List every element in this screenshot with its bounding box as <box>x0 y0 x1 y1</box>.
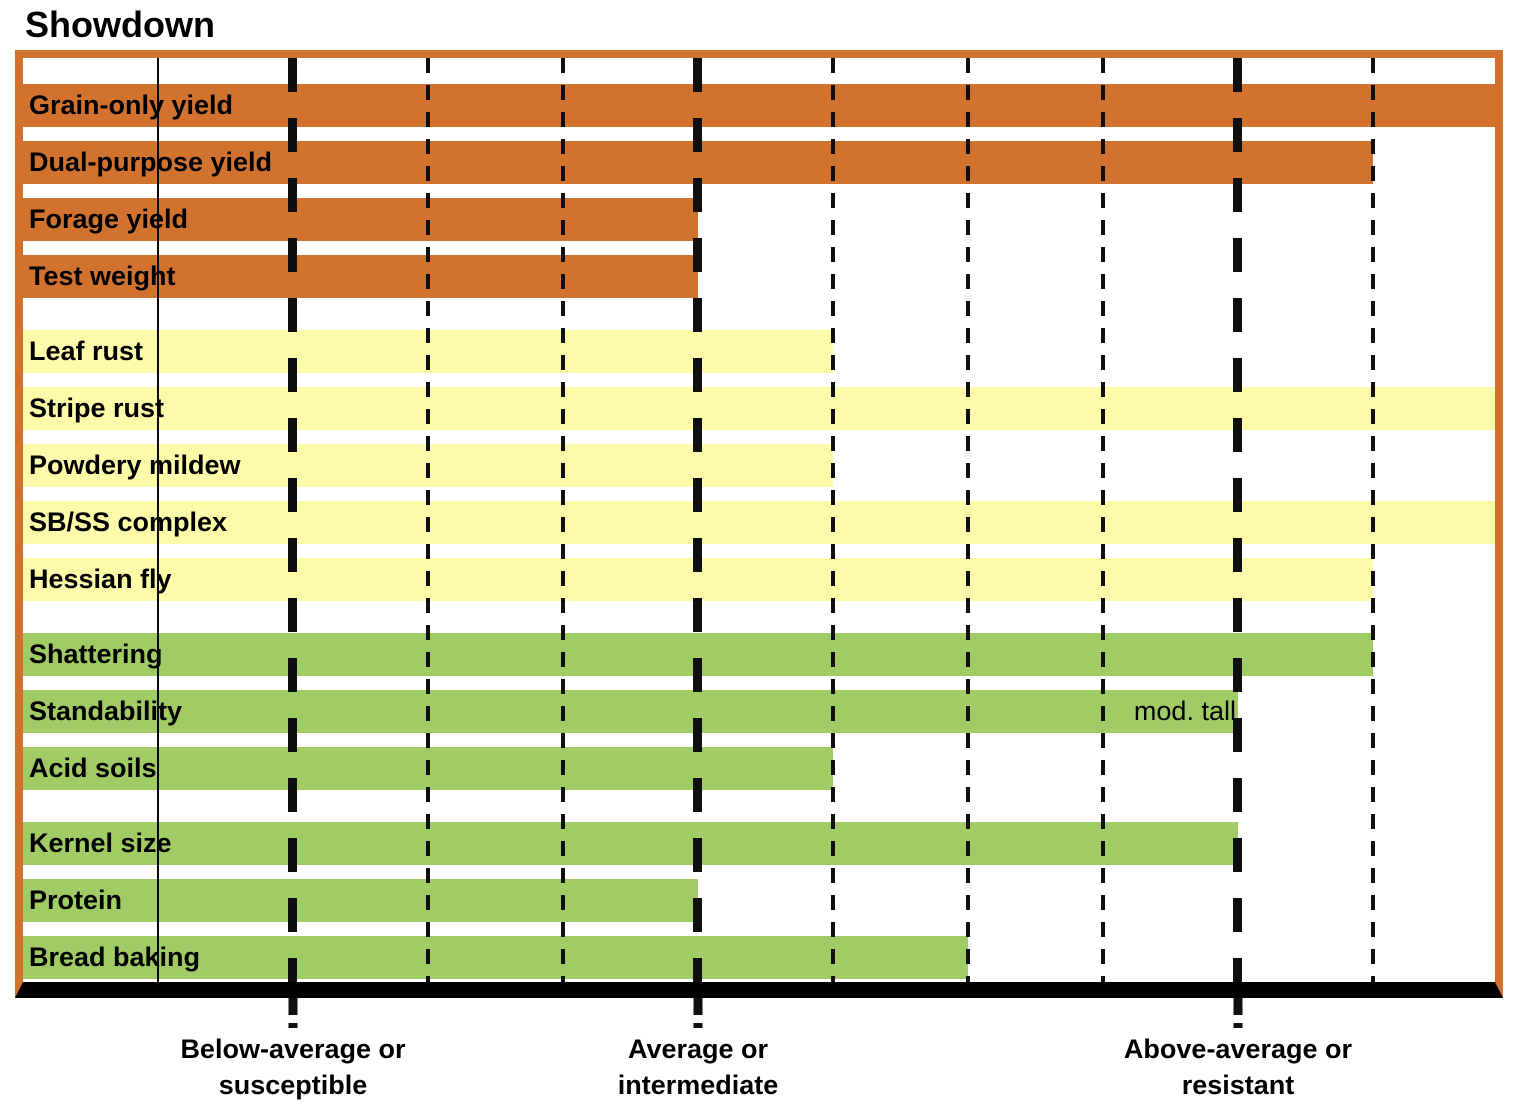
bar-group-agronomic-traits: Shattering Standability mod. tall Acid soil… <box>23 633 1495 790</box>
bar-label-grain-only-yield: Grain-only yield <box>29 90 234 120</box>
bar-sb-ss-complex: SB/SS complex <box>23 501 1495 544</box>
bar-label-hessian-fly: Hessian fly <box>29 564 172 594</box>
bar-row-grain-only-yield: Grain-only yield <box>23 84 1495 127</box>
axis-label-line1: Above-average or <box>1123 1034 1353 1064</box>
bar-grain-only-yield: Grain-only yield <box>23 84 1495 127</box>
bar-note-standability: mod. tall <box>1133 696 1236 726</box>
plot-area: Grain-only yield Dual-purpose yield Forage… <box>23 58 1495 982</box>
bar-test-weight: Test weight <box>23 255 698 298</box>
gridline-u2-thick <box>288 58 298 982</box>
gridline-u3-thin <box>425 58 430 982</box>
gridline-u5-thick <box>693 58 703 982</box>
axis-label-resistant: Above-average or resistant <box>1124 1031 1352 1103</box>
bar-standability: Standability mod. tall <box>23 690 1238 733</box>
bar-row-shattering: Shattering <box>23 633 1495 676</box>
bar-label-stripe-rust: Stripe rust <box>29 393 165 423</box>
bar-row-sb-ss-complex: SB/SS complex <box>23 501 1495 544</box>
axis-label-line2: susceptible <box>218 1070 368 1100</box>
bar-row-test-weight: Test weight <box>23 255 1495 298</box>
gridline-u10-thin <box>1370 58 1375 982</box>
x-axis-area: Below-average or susceptible Average or int… <box>23 998 1495 1116</box>
bar-row-powdery-mildew: Powdery mildew <box>23 444 1495 487</box>
bar-label-forage-yield: Forage yield <box>29 204 189 234</box>
gridline-u8-thin <box>1100 58 1105 982</box>
chart-frame: Grain-only yield Dual-purpose yield Forage… <box>15 50 1503 998</box>
gridline-u9-thick <box>1233 58 1243 982</box>
gridline-u6-thin <box>830 58 835 982</box>
gridline-u7-thin <box>965 58 970 982</box>
axis-label-line1: Average or <box>627 1034 769 1064</box>
bar-label-powdery-mildew: Powdery mildew <box>29 450 241 480</box>
bar-label-kernel-size: Kernel size <box>29 828 172 858</box>
bar-label-leaf-rust: Leaf rust <box>29 336 144 366</box>
bar-stripe-rust: Stripe rust <box>23 387 1495 430</box>
bar-row-kernel-size: Kernel size <box>23 822 1495 865</box>
bar-row-protein: Protein <box>23 879 1495 922</box>
gridline-u1-solid <box>156 58 159 982</box>
bar-row-hessian-fly: Hessian fly <box>23 558 1495 601</box>
gridline-u4-thin <box>560 58 565 982</box>
bar-label-test-weight: Test weight <box>29 261 176 291</box>
bar-row-bread-baking: Bread baking <box>23 936 1495 979</box>
axis-tick-susceptible <box>288 998 298 1028</box>
bar-label-protein: Protein <box>29 885 123 915</box>
bar-row-acid-soils: Acid soils <box>23 747 1495 790</box>
axis-label-susceptible: Below-average or susceptible <box>180 1031 405 1103</box>
bar-row-forage-yield: Forage yield <box>23 198 1495 241</box>
axis-label-line2: intermediate <box>617 1070 779 1100</box>
bar-label-standability: Standability <box>29 696 183 726</box>
bar-label-shattering: Shattering <box>29 639 163 669</box>
bar-protein: Protein <box>23 879 698 922</box>
axis-label-intermediate: Average or intermediate <box>618 1031 779 1103</box>
page-title: Showdown <box>25 4 215 45</box>
axis-label-line2: resistant <box>1181 1070 1295 1100</box>
bar-group-yield-traits: Grain-only yield Dual-purpose yield Forage… <box>23 84 1495 298</box>
bar-kernel-size: Kernel size <box>23 822 1238 865</box>
bar-forage-yield: Forage yield <box>23 198 698 241</box>
bar-group-quality-traits: Kernel size Protein Bread baking <box>23 822 1495 979</box>
bar-label-dual-purpose-yield: Dual-purpose yield <box>29 147 273 177</box>
bar-label-bread-baking: Bread baking <box>29 942 201 972</box>
axis-tick-intermediate <box>693 998 703 1028</box>
bar-row-standability: Standability mod. tall <box>23 690 1495 733</box>
axis-tick-resistant <box>1233 998 1243 1028</box>
bar-bread-baking: Bread baking <box>23 936 968 979</box>
bar-row-stripe-rust: Stripe rust <box>23 387 1495 430</box>
axis-label-line1: Below-average or <box>180 1034 406 1064</box>
bar-label-acid-soils: Acid soils <box>29 753 157 783</box>
bar-row-leaf-rust: Leaf rust <box>23 330 1495 373</box>
bar-group-disease-pest-traits: Leaf rust Stripe rust Powdery mildew SB/SS … <box>23 330 1495 601</box>
bar-label-sb-ss-complex: SB/SS complex <box>29 507 228 537</box>
bar-row-dual-purpose-yield: Dual-purpose yield <box>23 141 1495 184</box>
